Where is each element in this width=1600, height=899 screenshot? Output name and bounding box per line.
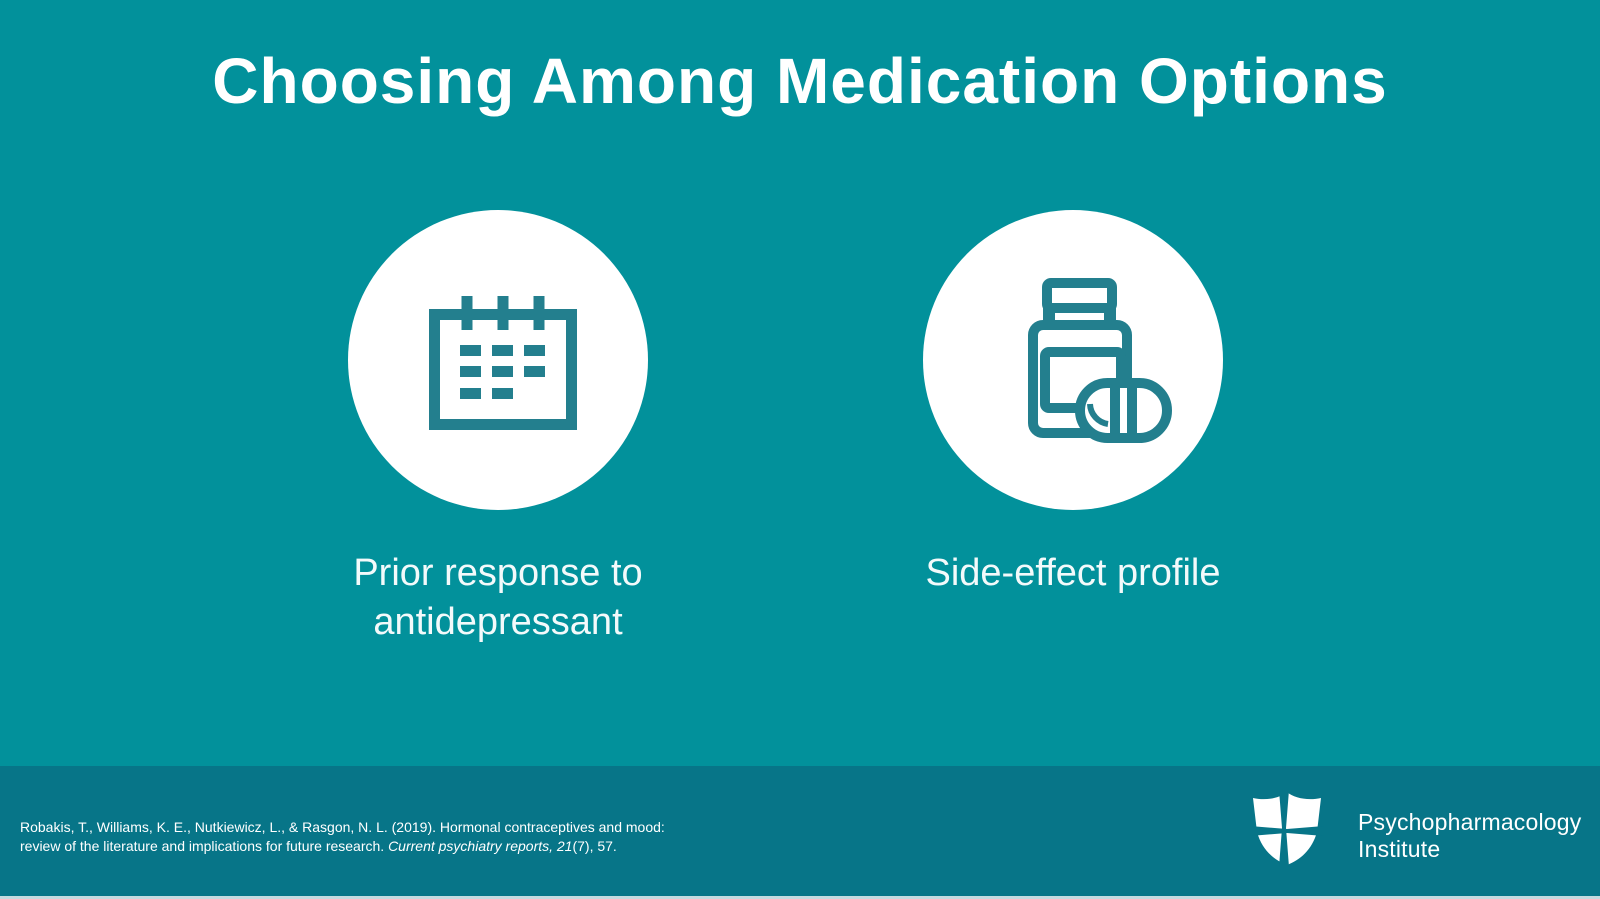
option-side-effect-profile: Side-effect profile	[823, 210, 1323, 598]
pill-bottle-icon-circle	[923, 210, 1223, 510]
option-label-prior-response: Prior response to antidepressant	[248, 549, 748, 647]
logo-text-line-1: Psychopharmacology	[1358, 809, 1582, 835]
citation-line-2-plain: review of the literature and implication…	[20, 837, 389, 854]
option-label-side-effect: Side-effect profile	[823, 549, 1323, 598]
option-label-line: Prior response to	[353, 552, 643, 594]
option-label-line: Side-effect profile	[925, 552, 1221, 594]
shield-logo-icon	[1250, 790, 1324, 867]
citation-line-1: Robakis, T., Williams, K. E., Nutkiewicz…	[20, 819, 665, 835]
citation-line-2-end: (7), 57.	[572, 837, 617, 854]
calendar-icon-circle	[348, 210, 648, 510]
citation-journal-italic: Current psychiatry reports, 21	[388, 837, 573, 854]
slide-title: Choosing Among Medication Options	[212, 45, 1388, 117]
option-prior-response: Prior response to antidepressant	[248, 210, 748, 647]
citation: Robakis, T., Williams, K. E., Nutkiewicz…	[20, 818, 665, 855]
footer-bar: Robakis, T., Williams, K. E., Nutkiewicz…	[0, 766, 1600, 896]
calendar-icon	[429, 296, 577, 430]
pill-bottle-icon	[1028, 278, 1172, 443]
option-label-line: antidepressant	[373, 601, 623, 643]
logo-text-line-2: Institute	[1358, 835, 1441, 862]
psychopharmacology-institute-logo: Psychopharmacology Institute	[1250, 790, 1582, 867]
logo-text: Psychopharmacology Institute	[1358, 809, 1582, 862]
citation-line-2: review of the literature and implication…	[20, 837, 665, 856]
bottom-edge-strip	[0, 896, 1600, 899]
